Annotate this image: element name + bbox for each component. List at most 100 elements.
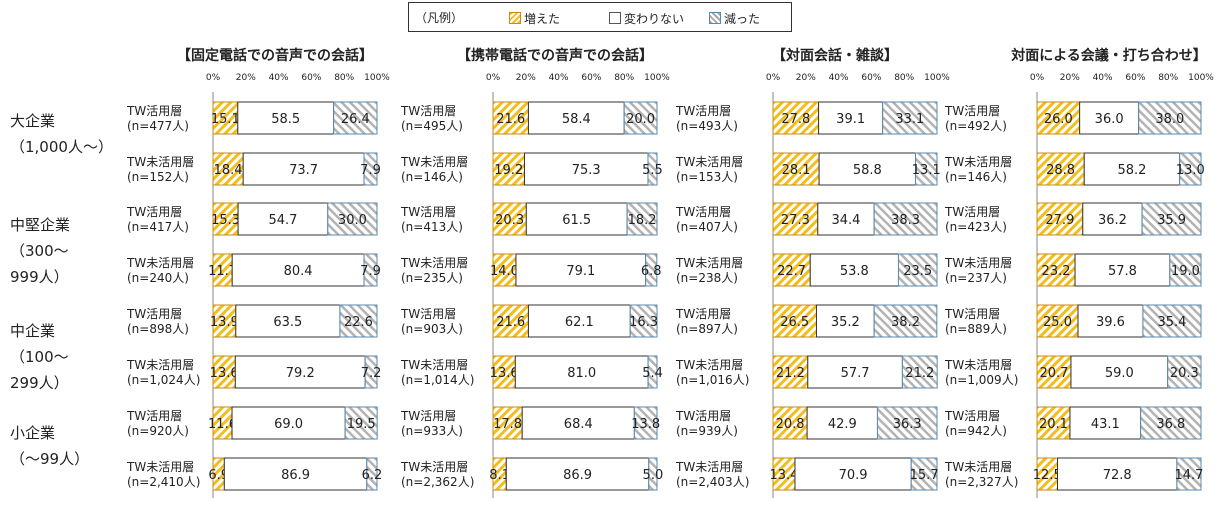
data-label: 80.4: [284, 264, 313, 279]
bar-segment-decrease: [1141, 202, 1202, 236]
row-label: TW未活用層: [126, 358, 194, 372]
data-label: 36.8: [1156, 417, 1185, 432]
row-n-label: (n=939人): [676, 424, 738, 438]
bar-segment-unchanged: [514, 355, 649, 389]
x-tick-label: 100%: [644, 73, 670, 83]
row-n-label: (n=417人): [127, 220, 189, 234]
row-label: TW未活用層: [126, 460, 194, 474]
x-tick-label: 80%: [334, 73, 354, 83]
row-label: TW活用層: [126, 409, 182, 423]
data-label: 28.8: [1046, 163, 1075, 178]
x-tick-label: 0%: [1030, 73, 1045, 83]
bar-segment-decrease: [629, 304, 658, 338]
row-label: TW活用層: [126, 205, 182, 219]
data-label: 39.6: [1096, 315, 1125, 330]
x-tick-label: 0%: [486, 73, 501, 83]
data-label: 27.8: [781, 112, 810, 127]
row-label: TW活用層: [400, 307, 456, 321]
row-n-label: (n=2,362人): [401, 475, 474, 489]
data-label: 62.1: [565, 315, 594, 330]
data-label: 79.1: [566, 264, 595, 279]
data-label: 23.5: [903, 264, 932, 279]
data-label: 26.4: [341, 112, 370, 127]
data-label: 33.1: [895, 112, 924, 127]
data-label: 15.1: [211, 112, 240, 127]
bar-segment-increase: [1036, 152, 1085, 186]
data-label: 39.1: [836, 112, 865, 127]
row-label: TW活用層: [675, 104, 731, 118]
data-label: 53.8: [840, 264, 869, 279]
bar-segment-unchanged: [818, 101, 884, 135]
data-label: 13.6: [210, 366, 239, 381]
legend-label-increase: 増えた: [524, 11, 561, 26]
x-tick-label: 60%: [301, 73, 321, 83]
row-label: TW活用層: [944, 205, 1000, 219]
row-label: TW活用層: [126, 104, 182, 118]
x-tick-label: 0%: [766, 73, 781, 83]
bar-segment-decrease: [1169, 253, 1202, 287]
data-label: 36.3: [893, 417, 922, 432]
x-tick-label: 40%: [269, 73, 289, 83]
bar-segment-unchanged: [1069, 406, 1142, 440]
data-label: 79.2: [286, 366, 315, 381]
legend: （凡例） 増えた 変わりない 減った: [408, 2, 792, 32]
data-label: 19.5: [347, 417, 376, 432]
data-label: 35.2: [831, 315, 860, 330]
data-label: 13.0: [1176, 163, 1205, 178]
legend-item-unchanged: 変わりない: [609, 10, 684, 26]
row-n-label: (n=153人): [676, 170, 738, 184]
group-label-large: 大企業 （1,000人～）: [10, 112, 113, 156]
data-label: 54.7: [268, 213, 297, 228]
bar-segment-increase: [772, 304, 817, 338]
data-label: 25.0: [1043, 315, 1072, 330]
row-n-label: (n=146人): [945, 170, 1007, 184]
row-label: TW活用層: [944, 104, 1000, 118]
data-label: 86.9: [563, 468, 592, 483]
data-label: 69.0: [274, 417, 303, 432]
data-label: 13.4: [770, 468, 799, 483]
legend-title: （凡例）: [415, 11, 464, 25]
data-label: 5.0: [643, 468, 664, 483]
data-label: 20.3: [495, 213, 524, 228]
data-label: 17.8: [493, 417, 522, 432]
legend-item-increase: 増えた: [509, 10, 560, 26]
data-label: 36.0: [1095, 112, 1124, 127]
data-label: 16.3: [629, 315, 658, 330]
x-tick-label: 100%: [1188, 73, 1214, 83]
bar-segment-increase: [492, 152, 525, 186]
row-n-label: (n=235人): [401, 271, 463, 285]
data-label: 21.6: [496, 112, 525, 127]
bar-segment-increase: [772, 152, 820, 186]
data-label: 6.8: [641, 264, 662, 279]
bar-segment-decrease: [876, 406, 938, 440]
x-tick-label: 60%: [861, 73, 881, 83]
row-n-label: (n=413人): [401, 220, 463, 234]
row-n-label: (n=889人): [945, 322, 1007, 336]
bar-segment-increase: [1036, 101, 1081, 135]
bar-segment-decrease: [626, 202, 658, 236]
data-label: 7.9: [360, 163, 381, 178]
bar-segment-decrease: [327, 202, 378, 236]
x-tick-label: 40%: [1093, 73, 1113, 83]
data-label: 58.2: [1117, 163, 1146, 178]
row-n-label: (n=495人): [401, 119, 463, 133]
x-tick-label: 20%: [796, 73, 816, 83]
bar-segment-increase: [772, 355, 809, 389]
row-label: TW活用層: [944, 307, 1000, 321]
data-label: 68.4: [564, 417, 593, 432]
row-n-label: (n=920人): [127, 424, 189, 438]
bar-segment-unchanged: [1083, 152, 1181, 186]
x-tick-label: 80%: [614, 73, 634, 83]
bar-segment-unchanged: [1079, 101, 1140, 135]
bar-segment-unchanged: [1077, 304, 1144, 338]
data-label: 13.9: [210, 315, 239, 330]
bar-segment-unchanged: [234, 355, 366, 389]
group-label-midsize: 中堅企業 （300～ 999人）: [10, 216, 71, 286]
bar-segment-unchanged: [527, 101, 625, 135]
row-n-label: (n=1,014人): [401, 373, 474, 387]
x-tick-label: 20%: [1060, 73, 1080, 83]
row-label: TW未活用層: [675, 358, 743, 372]
data-label: 19.0: [1171, 264, 1200, 279]
bar-segment-decrease: [873, 202, 938, 236]
bar-segment-increase: [492, 304, 529, 338]
